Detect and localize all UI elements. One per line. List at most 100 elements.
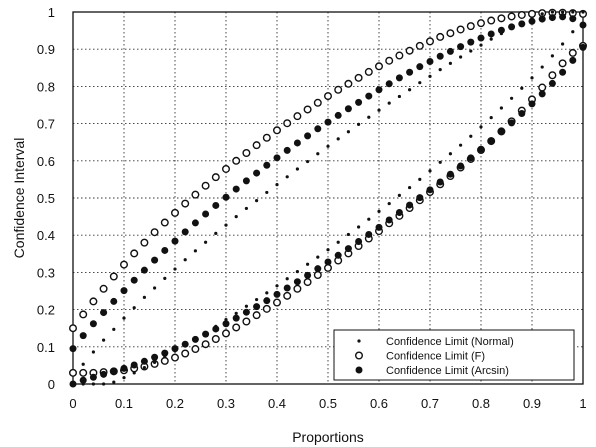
normal-limit-point [173,349,177,353]
x-tick-label: 0.3 [217,396,235,411]
f-limit-point [273,298,282,307]
arcsin-limit-point [375,223,383,231]
arcsin-limit-point [293,278,301,286]
arcsin-limit-point [467,154,475,162]
arcsin-limit-point [477,145,485,153]
normal-limit-point [346,232,350,237]
arcsin-limit-point [487,30,495,38]
legend-box [333,329,575,381]
x-tick-label: 0 [69,396,76,411]
arcsin-limit-point [436,52,444,60]
normal-limit-point [530,76,534,80]
arcsin-limit-point [344,105,352,113]
normal-limit-point [102,382,106,386]
f-limit-point [283,119,292,128]
normal-limit-point [295,270,299,274]
y-tick-label: 0 [48,377,55,392]
f-limit-point [273,126,282,135]
arcsin-limit-point [406,201,414,209]
normal-limit-point [244,304,248,308]
y-tick-label: 0.2 [37,303,55,318]
normal-limit-point [153,286,157,290]
f-limit-point [344,79,353,88]
f-limit-point [170,353,179,362]
normal-limit-point [357,122,361,126]
arcsin-limit-point [130,276,138,284]
normal-limit-point [132,371,136,375]
arcsin-limit-point [406,68,414,76]
normal-limit-point [163,355,167,359]
f-limit-point [242,148,251,157]
arcsin-limit-point [212,201,220,209]
f-limit-point [68,368,77,377]
legend-label: Confidence Limit (Arcsin) [386,365,509,377]
normal-limit-point [469,49,473,53]
arcsin-limit-point [528,100,536,108]
f-limit-point [456,25,465,34]
arcsin-limit-point [120,287,128,295]
f-limit-point [477,19,486,28]
normal-limit-point [275,284,279,288]
arcsin-limit-point [263,297,271,305]
normal-limit-point [132,306,136,310]
f-limit-point [375,62,384,71]
normal-limit-point [142,295,146,299]
arcsin-limit-point [110,297,118,305]
arcsin-limit-point [293,139,301,147]
arcsin-limit-point [89,373,97,381]
normal-limit-point [102,338,106,342]
arcsin-limit-point [355,98,363,106]
series-dot [71,10,585,386]
arcsin-limit-point [89,320,97,328]
f-limit-point [201,181,210,190]
arcsin-limit-point [151,256,159,264]
normal-limit-point [316,152,320,156]
arcsin-limit-point [457,162,465,170]
f-limit-point [140,238,149,247]
f-limit-point [497,14,506,23]
f-limit-point [89,297,98,306]
normal-limit-point [112,327,116,331]
normal-limit-point [581,10,585,14]
arcsin-limit-point [100,309,108,317]
normal-limit-point [499,106,503,110]
f-limit-point [181,349,190,358]
normal-limit-point [367,115,371,119]
normal-limit-point [397,94,401,99]
arcsin-limit-point [171,237,179,245]
arcsin-limit-point [110,367,118,375]
f-limit-point [293,112,302,121]
normal-limit-point [255,199,259,203]
f-limit-point [354,73,363,82]
y-tick-label: 0.3 [37,265,55,280]
normal-limit-point [367,217,371,221]
arcsin-limit-point [314,125,322,133]
legend-marker [357,339,361,343]
normal-limit-point [214,324,218,328]
normal-limit-point [428,169,432,173]
arcsin-limit-point [202,210,210,218]
normal-limit-point [479,125,483,129]
normal-limit-point [224,318,228,322]
f-limit-point [221,164,230,173]
x-tick-label: 0.1 [115,396,133,411]
f-limit-point [232,323,241,332]
arcsin-limit-point [548,14,556,22]
normal-limit-point [244,206,248,211]
normal-limit-point [377,209,381,213]
normal-limit-point [571,10,575,14]
x-tick-label: 0.5 [319,396,337,411]
f-limit-point [415,41,424,50]
arcsin-limit-point [69,345,77,353]
f-limit-point [313,271,322,280]
arcsin-limit-point [222,193,230,201]
normal-limit-point [459,143,463,147]
f-limit-point [211,173,220,182]
f-limit-point [364,67,373,76]
f-limit-point [130,249,139,258]
normal-limit-point [255,297,259,302]
normal-limit-point [163,276,167,280]
normal-limit-point [561,10,565,14]
normal-limit-point [326,144,330,148]
arcsin-limit-point [304,271,312,279]
